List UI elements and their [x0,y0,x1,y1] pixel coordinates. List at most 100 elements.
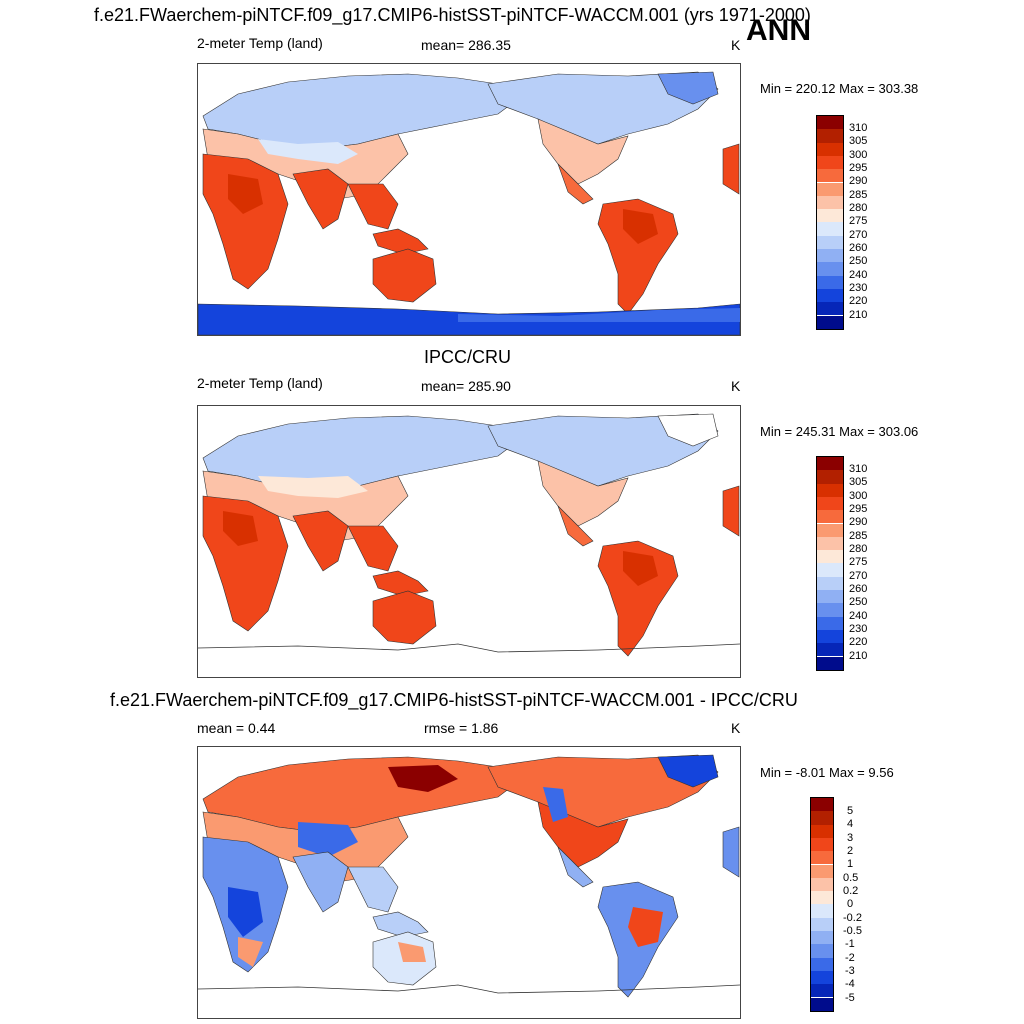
colorbar-swatch [817,302,843,316]
colorbar-swatch [817,470,843,484]
colorbar-label: -0.5 [843,925,862,937]
colorbar-label: -0.2 [843,912,862,924]
colorbar-swatch [817,116,843,130]
colorbar-swatch [817,590,843,604]
colorbar-swatch [817,629,843,644]
panel3-mean: mean = 0.44 [197,720,276,736]
panel1-minmax: Min = 220.12 Max = 303.38 [760,81,919,96]
colorbar-swatch [817,563,843,577]
colorbar-label: 0 [847,898,854,910]
colorbar-swatch [811,957,833,971]
colorbar-label: 300 [849,490,868,502]
colorbar-label: 285 [849,530,868,542]
colorbar-label: 2 [847,845,854,857]
season-label: ANN [746,14,811,47]
panel2-colorbar [816,456,844,671]
colorbar-swatch [817,142,843,156]
colorbar-swatch [811,811,833,825]
colorbar-label: 230 [849,623,868,635]
colorbar-swatch [811,824,833,838]
colorbar-swatch [817,182,843,196]
panel2-map-graphic [198,413,740,657]
panel1-map [197,63,741,336]
colorbar-label: 275 [849,556,868,568]
colorbar-swatch [811,944,833,958]
panel2-variable: 2-meter Temp (land) [197,375,323,391]
colorbar-label: 210 [849,309,868,321]
colorbar-swatch [811,877,833,892]
panel1-mean: mean= 286.35 [421,37,511,53]
colorbar-swatch [817,483,843,497]
colorbar-label: 240 [849,269,868,281]
colorbar-swatch [817,315,843,329]
colorbar-label: 295 [849,162,868,174]
colorbar-swatch [817,656,843,670]
colorbar-label: 1 [847,858,854,870]
colorbar-swatch [817,523,843,537]
colorbar-label: -2 [845,952,855,964]
colorbar-swatch [817,496,843,511]
colorbar-swatch [817,155,843,170]
colorbar-swatch [811,837,833,852]
colorbar-swatch [817,643,843,657]
panel2-units: K [731,378,741,394]
colorbar-swatch [817,262,843,276]
colorbar-label: 5 [847,805,854,817]
colorbar-label: 305 [849,135,868,147]
colorbar-label: 250 [849,255,868,267]
panel2-title: IPCC/CRU [424,347,512,367]
panel3-title: f.e21.FWaerchem-piNTCF.f09_g17.CMIP6-his… [110,690,798,710]
colorbar-label: 240 [849,610,868,622]
colorbar-label: 210 [849,650,868,662]
panel3-map [197,746,741,1019]
colorbar-label: 310 [849,463,868,475]
panel3-units: K [731,720,741,736]
colorbar-label: 260 [849,242,868,254]
panel1-colorbar [816,115,844,330]
colorbar-swatch [811,984,833,998]
colorbar-label: 270 [849,229,868,241]
colorbar-swatch [817,275,843,289]
colorbar-swatch [817,209,843,223]
colorbar-swatch [817,457,843,471]
colorbar-label: 275 [849,215,868,227]
colorbar-swatch [817,235,843,249]
colorbar-label: 0.2 [843,885,859,897]
panel1-variable: 2-meter Temp (land) [197,35,323,51]
colorbar-swatch [811,904,833,918]
colorbar-label: -3 [845,965,855,977]
colorbar-label: 290 [849,516,868,528]
panel1-units: K [731,37,741,53]
panel1-map-graphic [198,71,740,335]
colorbar-label: -4 [845,978,855,990]
panel3-map-graphic [198,754,740,998]
colorbar-swatch [817,195,843,210]
colorbar-swatch [811,917,833,931]
colorbar-swatch [811,798,833,812]
colorbar-label: 250 [849,596,868,608]
colorbar-swatch [817,169,843,183]
colorbar-label: 0.5 [843,872,859,884]
colorbar-swatch [817,576,843,590]
colorbar-label: 305 [849,476,868,488]
colorbar-swatch [811,864,833,878]
panel2-minmax: Min = 245.31 Max = 303.06 [760,424,919,439]
colorbar-swatch [817,129,843,143]
colorbar-label: 285 [849,189,868,201]
colorbar-swatch [817,536,843,551]
colorbar-label: 280 [849,202,868,214]
panel3-rmse: rmse = 1.86 [424,720,499,736]
colorbar-swatch [811,970,833,985]
colorbar-swatch [811,931,833,945]
colorbar-label: 220 [849,636,868,648]
colorbar-swatch [817,249,843,263]
colorbar-swatch [817,510,843,524]
colorbar-swatch [811,997,833,1011]
panel2-map [197,405,741,678]
colorbar-label: 290 [849,175,868,187]
main-title: f.e21.FWaerchem-piNTCF.f09_g17.CMIP6-his… [94,5,811,25]
colorbar-label: 220 [849,295,868,307]
colorbar-label: 270 [849,570,868,582]
colorbar-label: -5 [845,992,855,1004]
colorbar-swatch [817,616,843,630]
